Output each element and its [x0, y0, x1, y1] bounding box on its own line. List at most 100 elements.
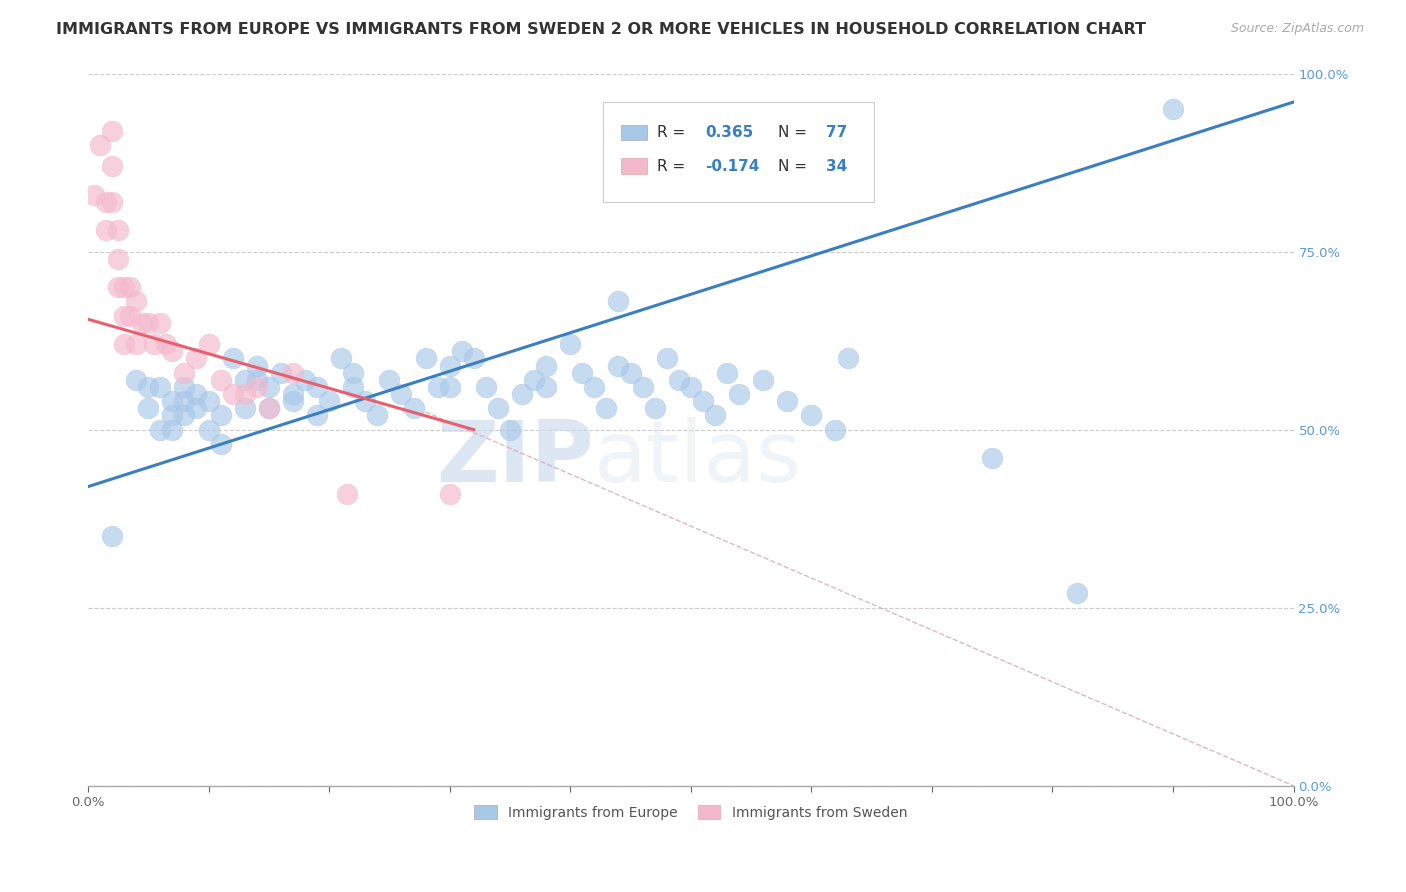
FancyBboxPatch shape [621, 158, 647, 174]
Point [209, 373, 232, 387]
Point [824, 423, 846, 437]
Point [136, 316, 159, 330]
Point [450, 344, 472, 359]
Point [186, 401, 208, 416]
Point [391, 387, 413, 401]
Point [668, 373, 690, 387]
Point [583, 380, 606, 394]
Point [112, 309, 135, 323]
Point [94, 223, 117, 237]
Point [149, 423, 172, 437]
Point [1161, 102, 1184, 116]
Point [107, 280, 129, 294]
Point [186, 387, 208, 401]
Point [631, 380, 654, 394]
Point [981, 451, 1004, 466]
Text: R =: R = [657, 159, 690, 174]
Point [607, 359, 630, 373]
Point [534, 359, 557, 373]
Point [162, 423, 184, 437]
Point [186, 351, 208, 366]
Point [246, 373, 269, 387]
Point [281, 366, 304, 380]
Point [619, 366, 641, 380]
Point [800, 409, 823, 423]
FancyBboxPatch shape [603, 102, 875, 202]
Point [716, 366, 738, 380]
Point [607, 294, 630, 309]
Point [270, 366, 292, 380]
Point [233, 373, 256, 387]
Point [233, 401, 256, 416]
Point [101, 194, 124, 209]
Point [281, 387, 304, 401]
Point [221, 351, 243, 366]
Point [120, 309, 142, 323]
Text: 77: 77 [825, 125, 846, 140]
Point [233, 387, 256, 401]
Point [776, 394, 799, 409]
Point [560, 337, 582, 351]
Point [644, 401, 666, 416]
Point [257, 401, 280, 416]
Point [402, 401, 425, 416]
Point [728, 387, 751, 401]
Point [534, 380, 557, 394]
Point [209, 409, 232, 423]
Point [209, 437, 232, 451]
Point [197, 423, 219, 437]
Point [112, 337, 135, 351]
Point [679, 380, 702, 394]
Point [125, 294, 148, 309]
Point [463, 351, 485, 366]
Text: 0.365: 0.365 [706, 125, 754, 140]
Point [523, 373, 546, 387]
Text: N =: N = [778, 125, 811, 140]
Point [837, 351, 859, 366]
Point [155, 337, 177, 351]
Point [162, 409, 184, 423]
Point [221, 387, 243, 401]
Text: 34: 34 [825, 159, 846, 174]
Point [595, 401, 617, 416]
Point [143, 337, 166, 351]
Text: ZIP: ZIP [437, 417, 595, 500]
Point [107, 223, 129, 237]
Text: IMMIGRANTS FROM EUROPE VS IMMIGRANTS FROM SWEDEN 2 OR MORE VEHICLES IN HOUSEHOLD: IMMIGRANTS FROM EUROPE VS IMMIGRANTS FRO… [56, 22, 1146, 37]
Text: N =: N = [778, 159, 811, 174]
Point [703, 409, 725, 423]
Point [294, 373, 316, 387]
Point [197, 337, 219, 351]
Point [107, 252, 129, 266]
Text: Source: ZipAtlas.com: Source: ZipAtlas.com [1230, 22, 1364, 36]
Point [439, 359, 461, 373]
Point [510, 387, 533, 401]
Point [197, 394, 219, 409]
Point [246, 359, 269, 373]
Point [305, 409, 328, 423]
Point [415, 351, 437, 366]
Point [125, 373, 148, 387]
Point [101, 123, 124, 137]
Point [101, 529, 124, 543]
Point [354, 394, 377, 409]
Point [125, 337, 148, 351]
Point [257, 380, 280, 394]
Point [692, 394, 714, 409]
Point [162, 394, 184, 409]
Point [173, 394, 195, 409]
Point [112, 280, 135, 294]
Point [136, 380, 159, 394]
Point [330, 351, 353, 366]
Point [101, 159, 124, 173]
Point [475, 380, 498, 394]
Point [1066, 586, 1088, 600]
Point [336, 487, 359, 501]
Text: R =: R = [657, 125, 690, 140]
Point [342, 366, 364, 380]
Point [439, 487, 461, 501]
Point [149, 380, 172, 394]
Point [136, 401, 159, 416]
Point [486, 401, 509, 416]
Point [318, 394, 340, 409]
